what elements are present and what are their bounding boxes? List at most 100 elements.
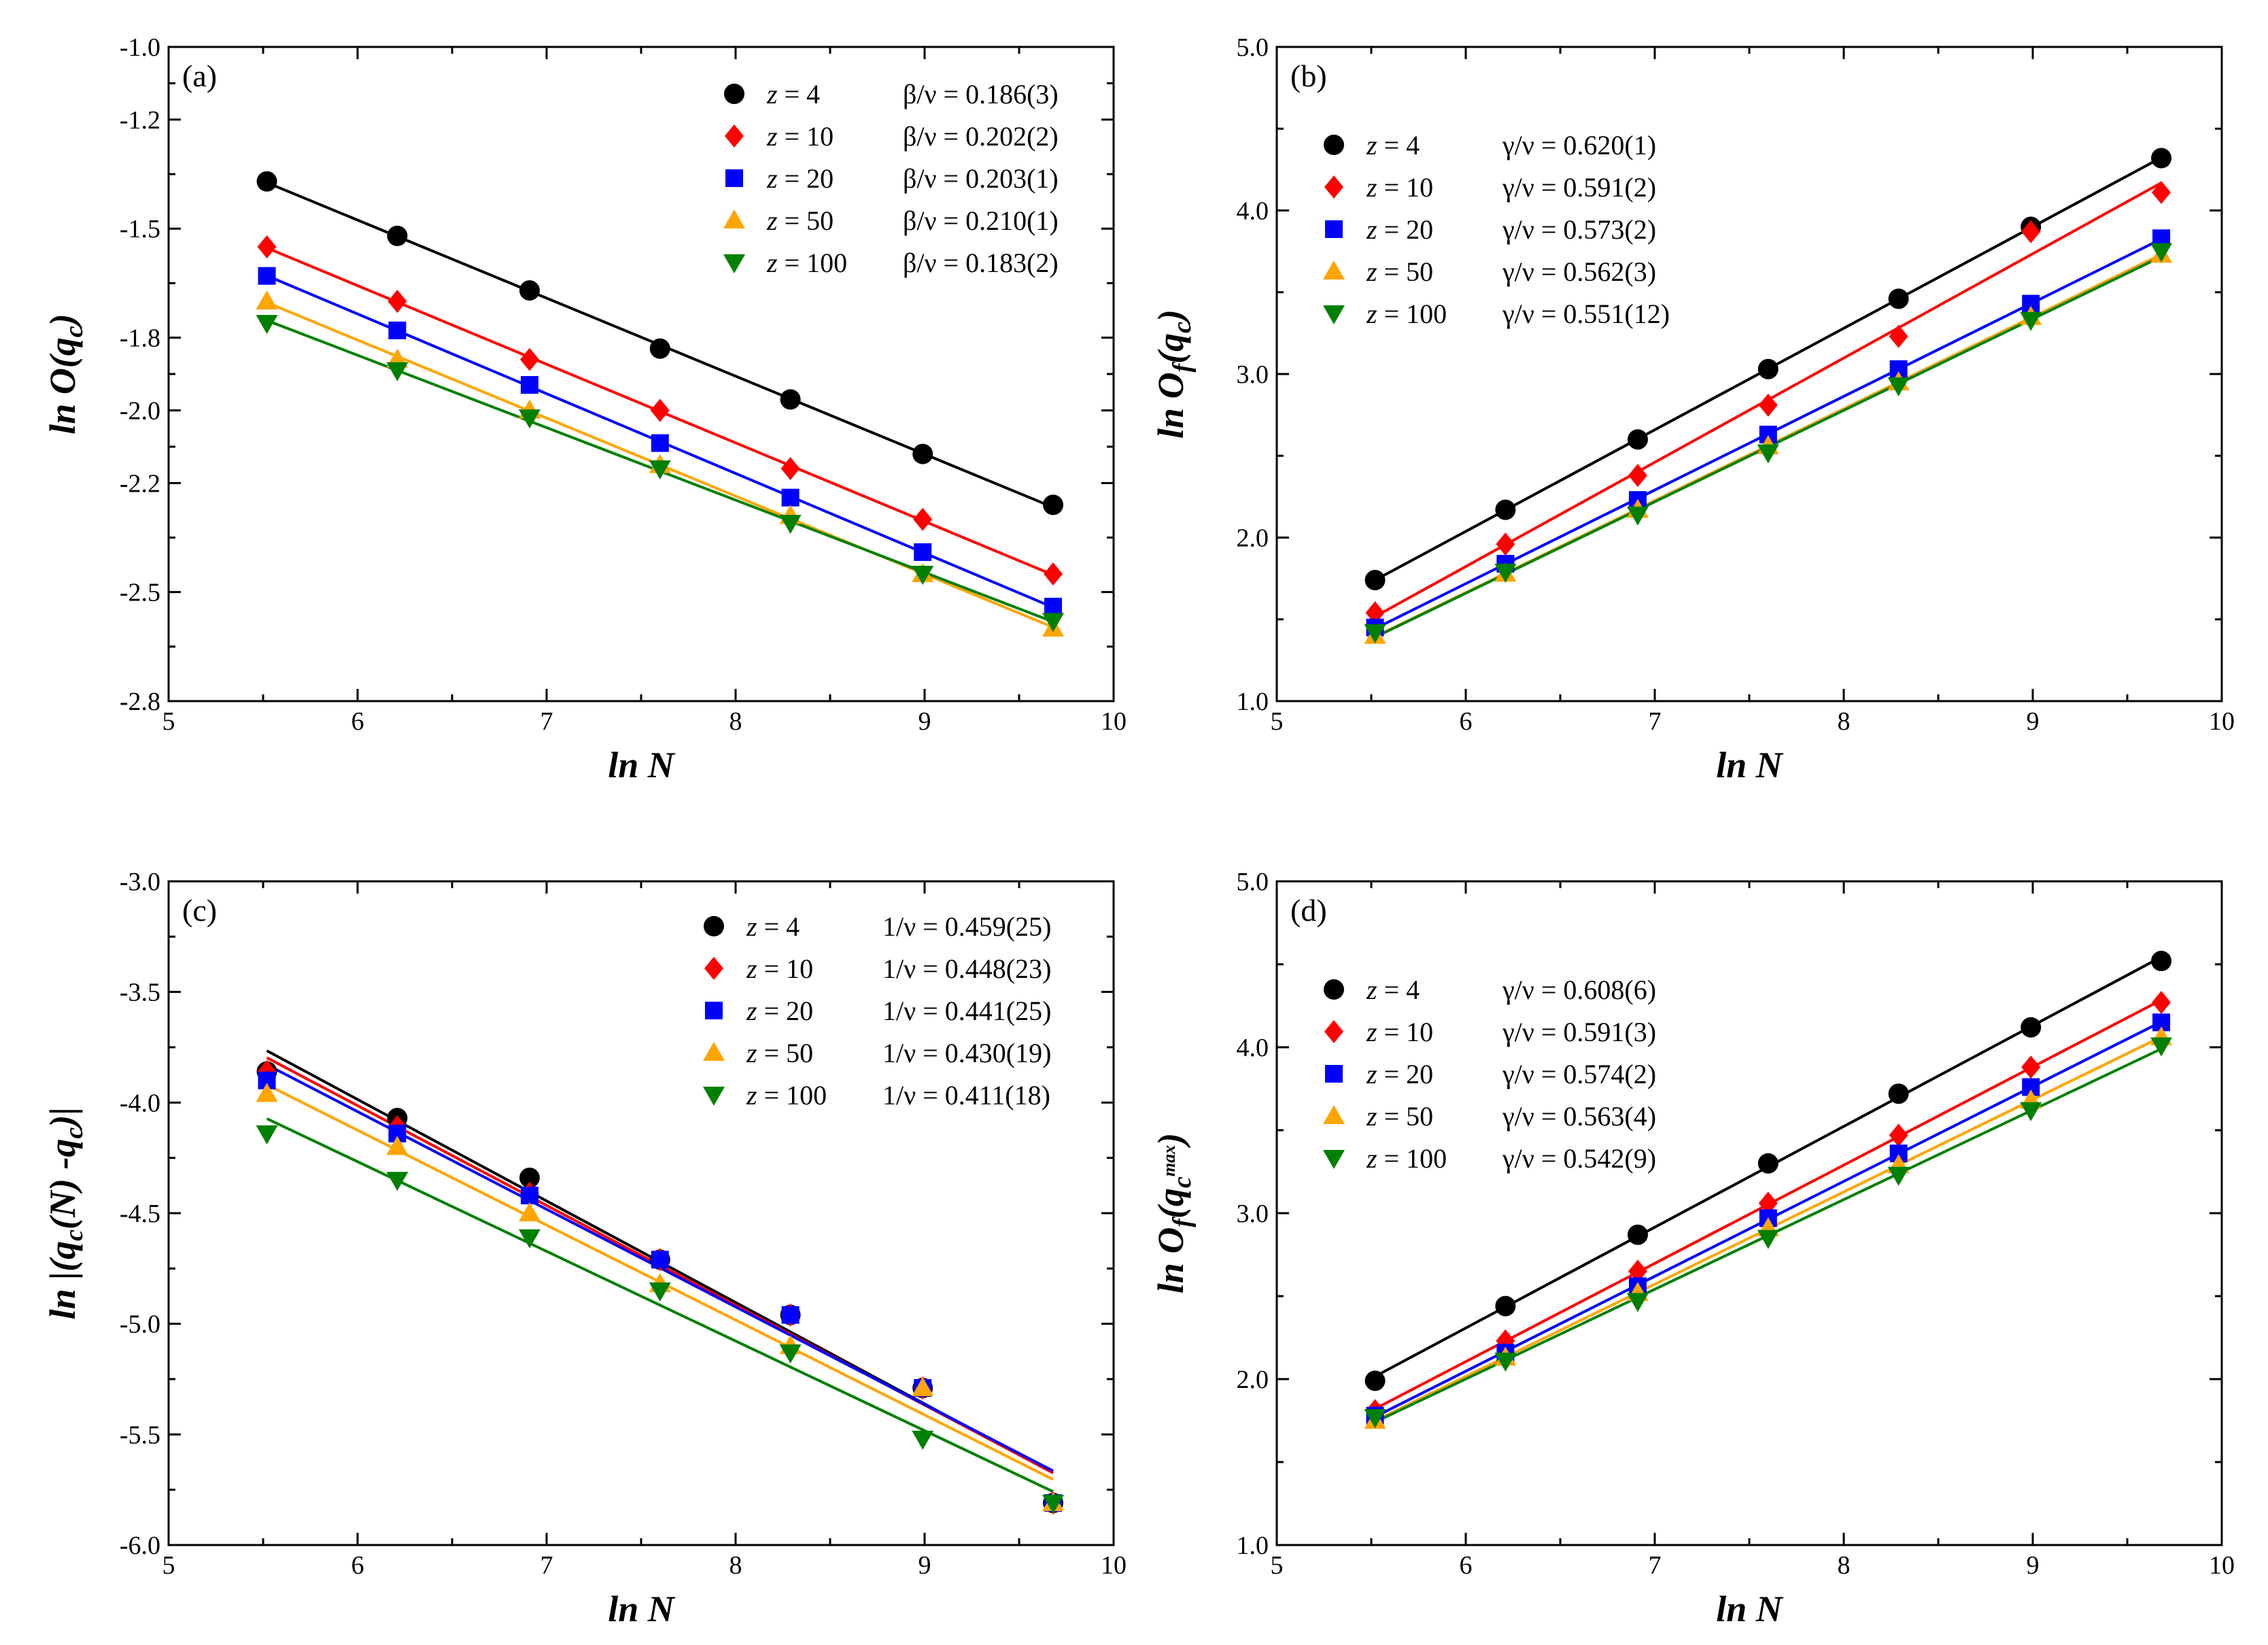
- y-tick-label: -5.5: [120, 1421, 160, 1449]
- data-point: [2151, 148, 2172, 169]
- legend-z-symbol: z: [1366, 1143, 1377, 1174]
- data-point: [256, 1083, 278, 1102]
- data-point: [519, 1167, 540, 1188]
- y-axis-title-part: c: [60, 1229, 88, 1241]
- data-point: [1044, 598, 1063, 616]
- legend-z-number: = 50: [1377, 256, 1434, 287]
- data-point: [649, 338, 670, 359]
- y-tick-label: 2.0: [1237, 524, 1269, 553]
- data-point: [518, 1202, 540, 1221]
- y-axis-title-part: ln O: [1150, 372, 1191, 439]
- legend-z-value: z = 10: [1366, 1017, 1433, 1047]
- y-tick-label: -3.5: [120, 979, 160, 1007]
- legend-z-value: z = 4: [1366, 974, 1420, 1005]
- legend-marker: [1324, 1020, 1343, 1043]
- x-tick-label: 9: [2027, 1551, 2040, 1580]
- legend-z-symbol: z: [766, 248, 778, 278]
- data-point: [1757, 358, 1779, 379]
- legend-marker: [723, 209, 745, 228]
- data-point: [1757, 1153, 1779, 1174]
- data-series: [1364, 1037, 2173, 1429]
- legend-entry: z = 4 γ/ν = 0.620(1): [1324, 130, 1656, 160]
- legend-z-symbol: z: [746, 953, 757, 984]
- x-tick-label: 7: [540, 1551, 553, 1580]
- x-tick-label: 10: [1101, 1551, 1127, 1580]
- legend-entry: z = 100 γ/ν = 0.551(12): [1323, 299, 1670, 329]
- data-point: [2020, 1102, 2042, 1121]
- x-tick-label: 10: [2209, 1551, 2235, 1580]
- data-point: [519, 347, 539, 371]
- legend-entry: z = 50 1/ν = 0.430(19): [703, 1038, 1051, 1068]
- legend-z-value: z = 20: [1366, 1059, 1433, 1089]
- x-tick-label: 5: [162, 707, 175, 736]
- y-axis-title-part: ): [1150, 309, 1191, 325]
- data-point: [1044, 562, 1063, 586]
- legend-z-number: = 100: [1377, 299, 1447, 329]
- legend-z-symbol: z: [1366, 1017, 1377, 1047]
- y-axis-title-part: f: [1168, 1217, 1197, 1227]
- data-point: [651, 1251, 669, 1269]
- panel-label: (a): [182, 58, 217, 93]
- data-series: [258, 267, 1063, 616]
- panel-label: (d): [1290, 893, 1327, 928]
- legend-z-value: z = 4: [746, 911, 800, 942]
- y-tick-label: 3.0: [1237, 360, 1269, 389]
- x-axis-title: ln N: [608, 745, 676, 785]
- data-point: [1627, 429, 1648, 450]
- data-point: [780, 389, 801, 410]
- legend-z-value: z = 50: [1366, 1101, 1433, 1132]
- y-axis: -6.0 -5.5 -5.0 -4.5 -4.0 -3.5 -3.0: [120, 868, 1114, 1560]
- legend-exponent: β/ν = 0.186(3): [903, 79, 1059, 109]
- data-point: [1042, 1495, 1065, 1514]
- data-point: [1043, 494, 1064, 515]
- data-point: [1888, 1083, 1909, 1104]
- legend-z-value: z = 10: [1366, 172, 1433, 203]
- y-axis-title: ln Of(qcmax): [1150, 1133, 1197, 1293]
- legend-marker: [704, 916, 724, 936]
- x-tick-label: 7: [540, 707, 553, 736]
- data-point: [387, 225, 408, 246]
- legend-exponent: γ/ν = 0.608(6): [1502, 974, 1656, 1005]
- legend-marker: [1324, 135, 1344, 155]
- y-tick-label: 4.0: [1237, 197, 1269, 226]
- legend-z-number: = 10: [1377, 1017, 1434, 1047]
- legend-entry: z = 10 γ/ν = 0.591(3): [1324, 1017, 1656, 1047]
- data-point: [386, 362, 409, 381]
- legend-entry: z = 20 β/ν = 0.203(1): [725, 163, 1059, 194]
- y-axis-title-part: ): [1150, 1133, 1191, 1149]
- y-tick-label: 5.0: [1237, 868, 1269, 896]
- legend-entry: z = 4 1/ν = 0.459(25): [704, 911, 1051, 942]
- legend-entry: z = 20 γ/ν = 0.574(2): [1325, 1059, 1656, 1089]
- data-series: [256, 171, 1064, 515]
- data-point: [386, 1136, 409, 1155]
- legend-marker: [1324, 979, 1344, 1000]
- legend-marker: [1323, 260, 1345, 279]
- legend-exponent: γ/ν = 0.620(1): [1502, 130, 1656, 160]
- legend-z-number: = 20: [757, 996, 814, 1026]
- data-point: [1889, 1123, 1908, 1147]
- data-point: [1628, 1259, 1647, 1283]
- x-tick-label: 8: [1838, 1551, 1851, 1580]
- data-point: [2152, 991, 2171, 1015]
- y-tick-label: -1.8: [120, 324, 160, 353]
- y-tick-label: -1.5: [120, 215, 160, 243]
- x-tick-label: 7: [1649, 707, 1662, 736]
- legend-marker: [725, 169, 743, 187]
- data-point: [386, 1172, 409, 1191]
- y-tick-label: 2.0: [1237, 1366, 1269, 1394]
- x-tick-label: 6: [1460, 707, 1473, 736]
- legend-z-number: = 10: [778, 121, 834, 152]
- legend: z = 4 γ/ν = 0.608(6)z = 10 γ/ν = 0.591(3)z…: [1323, 974, 1656, 1174]
- legend-z-symbol: z: [766, 205, 778, 236]
- data-point: [1496, 532, 1515, 556]
- legend-z-symbol: z: [746, 1080, 757, 1110]
- legend-exponent: γ/ν = 0.551(12): [1502, 299, 1670, 329]
- y-axis: 1.0 2.0 3.0 4.0 5.0: [1237, 868, 2222, 1560]
- y-axis-title: ln |(qc(N) -qc)|: [42, 1107, 88, 1320]
- data-series: [1366, 229, 2171, 637]
- data-series: [257, 235, 1063, 586]
- legend-entry: z = 20 γ/ν = 0.573(2): [1325, 214, 1656, 245]
- chart-panel: 5 6 7 8 9 10 1.0 2.0 3.0 4.0 5.0 ln N ln Of(qc) (b) z …: [1150, 33, 2235, 785]
- legend-exponent: γ/ν = 0.591(2): [1502, 172, 1656, 203]
- legend-z-value: z = 100: [1366, 1143, 1447, 1174]
